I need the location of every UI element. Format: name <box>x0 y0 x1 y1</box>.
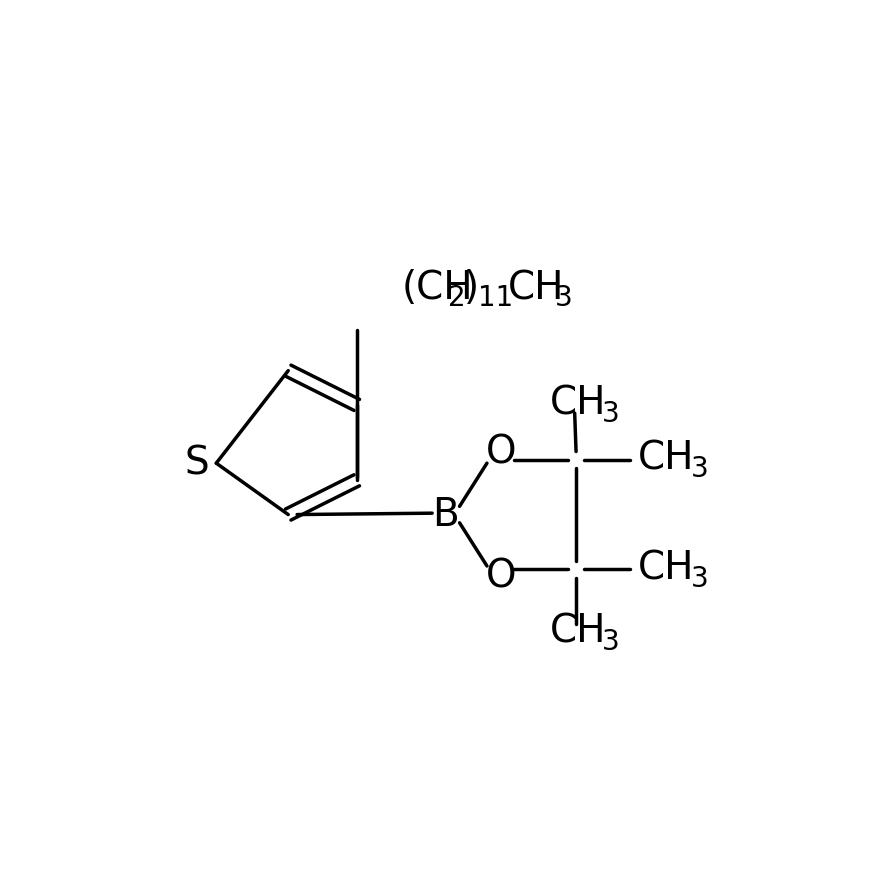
Text: CH: CH <box>638 549 694 587</box>
Text: CH: CH <box>550 384 606 423</box>
Text: CH: CH <box>550 612 606 650</box>
Text: B: B <box>433 496 459 533</box>
Text: S: S <box>185 444 209 482</box>
Text: 3: 3 <box>692 456 709 483</box>
Text: CH: CH <box>508 270 565 307</box>
Text: 3: 3 <box>603 400 619 428</box>
Text: 2: 2 <box>448 284 465 312</box>
Text: ): ) <box>465 270 480 307</box>
Text: 3: 3 <box>554 284 572 312</box>
Text: O: O <box>485 557 516 595</box>
Text: 3: 3 <box>692 565 709 593</box>
Text: 3: 3 <box>603 628 619 656</box>
Text: (CH: (CH <box>401 270 473 307</box>
Text: CH: CH <box>638 440 694 477</box>
Text: 11: 11 <box>478 284 514 312</box>
Text: O: O <box>485 434 516 472</box>
